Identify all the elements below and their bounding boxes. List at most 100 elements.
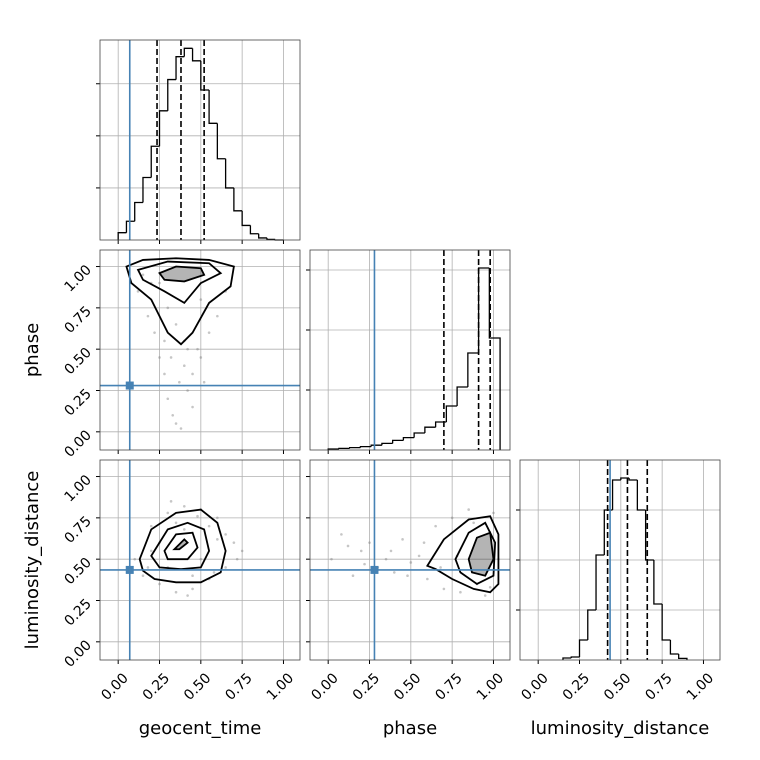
histogram-step: [241, 210, 251, 227]
histogram-step: [216, 123, 226, 160]
sample-point: [351, 574, 355, 578]
contour: [125, 257, 235, 346]
sample-point: [166, 397, 170, 401]
sample-point: [141, 273, 145, 277]
contour: [426, 515, 500, 594]
panel-frame: [519, 459, 721, 661]
histogram-step: [142, 176, 152, 203]
sample-point: [141, 574, 145, 578]
sample-point: [199, 298, 203, 301]
sample-point: [186, 347, 189, 351]
histogram-step: [191, 48, 201, 62]
sample-point: [483, 594, 487, 597]
sample-point: [340, 533, 343, 536]
sample-point: [174, 521, 178, 525]
panel-background: [310, 460, 510, 660]
sample-point: [426, 577, 429, 581]
histogram-step: [381, 442, 393, 446]
histogram-step: [413, 432, 425, 438]
sample-point: [158, 582, 161, 586]
sample-point: [224, 533, 227, 536]
contour: [172, 538, 189, 551]
histogram-step: [434, 421, 447, 428]
sample-point: [199, 356, 203, 359]
sample-point: [240, 549, 244, 553]
x-axis-label: phase: [383, 718, 437, 739]
sample-point: [149, 549, 153, 553]
sample-point: [207, 331, 211, 334]
sample-point: [439, 566, 442, 569]
histogram-step: [150, 145, 160, 178]
histogram-step: [669, 640, 679, 655]
sample-point: [182, 504, 186, 508]
x-axis-label: luminosity_distance: [531, 718, 710, 739]
sample-point: [212, 571, 216, 574]
sample-point: [216, 538, 219, 541]
histogram-step: [183, 47, 193, 57]
truth-marker: [370, 565, 379, 574]
sample-point: [363, 562, 366, 566]
sample-point: [182, 364, 186, 368]
x-axis-label: geocent_time: [139, 718, 262, 739]
sample-point: [467, 508, 470, 511]
sample-point: [459, 590, 462, 594]
histogram-step: [456, 386, 468, 406]
sample-point: [133, 557, 137, 561]
sample-point: [149, 524, 153, 528]
contour: [138, 508, 227, 584]
sample-point: [191, 405, 194, 409]
sample-point: [178, 380, 181, 384]
sample-point: [174, 590, 178, 594]
sample-point: [136, 290, 140, 293]
panel-background: [100, 40, 300, 240]
histogram-step: [636, 480, 646, 511]
sample-point: [224, 566, 227, 569]
panel-background: [100, 460, 300, 660]
panel-frame: [99, 249, 301, 451]
sample-point: [235, 557, 239, 561]
contour: [467, 531, 495, 577]
histogram-step: [175, 56, 185, 80]
sample-point: [422, 541, 426, 544]
histogram-step: [134, 201, 143, 222]
histogram-step: [125, 220, 135, 233]
sample-point: [216, 314, 219, 318]
sample-point: [163, 372, 166, 376]
histogram-step: [391, 439, 404, 444]
sample-point: [488, 585, 492, 589]
histogram-step: [208, 90, 218, 124]
histogram-step: [628, 478, 638, 481]
panel-frame: [309, 249, 511, 451]
histogram-step: [587, 609, 597, 640]
histogram-step: [570, 656, 580, 658]
histogram-step: [402, 436, 415, 441]
histogram-step: [562, 657, 572, 660]
sample-point: [450, 516, 454, 520]
histogram-step: [445, 405, 458, 422]
panel-frame: [99, 39, 301, 241]
sample-point: [472, 521, 475, 525]
sample-point: [434, 524, 437, 528]
histogram-step: [338, 447, 350, 450]
sample-point: [169, 500, 173, 503]
truth-marker: [125, 565, 134, 574]
histogram-step: [370, 444, 382, 447]
sample-point: [368, 541, 371, 544]
sample-point: [153, 331, 156, 334]
sample-point: [359, 549, 363, 553]
sample-point: [392, 571, 396, 574]
histogram-step: [644, 510, 654, 561]
sample-point: [216, 516, 219, 520]
sample-point: [158, 281, 161, 285]
sample-point: [409, 561, 413, 564]
sample-point: [191, 587, 194, 591]
contour: [150, 521, 211, 570]
sample-point: [163, 339, 166, 343]
sample-point: [171, 413, 175, 417]
sample-point: [182, 528, 186, 531]
y-axis-label: luminosity_distance: [22, 471, 43, 650]
sample-point: [202, 380, 206, 384]
histogram-step: [611, 479, 621, 510]
histogram-step: [266, 237, 276, 241]
sample-point: [174, 422, 178, 425]
